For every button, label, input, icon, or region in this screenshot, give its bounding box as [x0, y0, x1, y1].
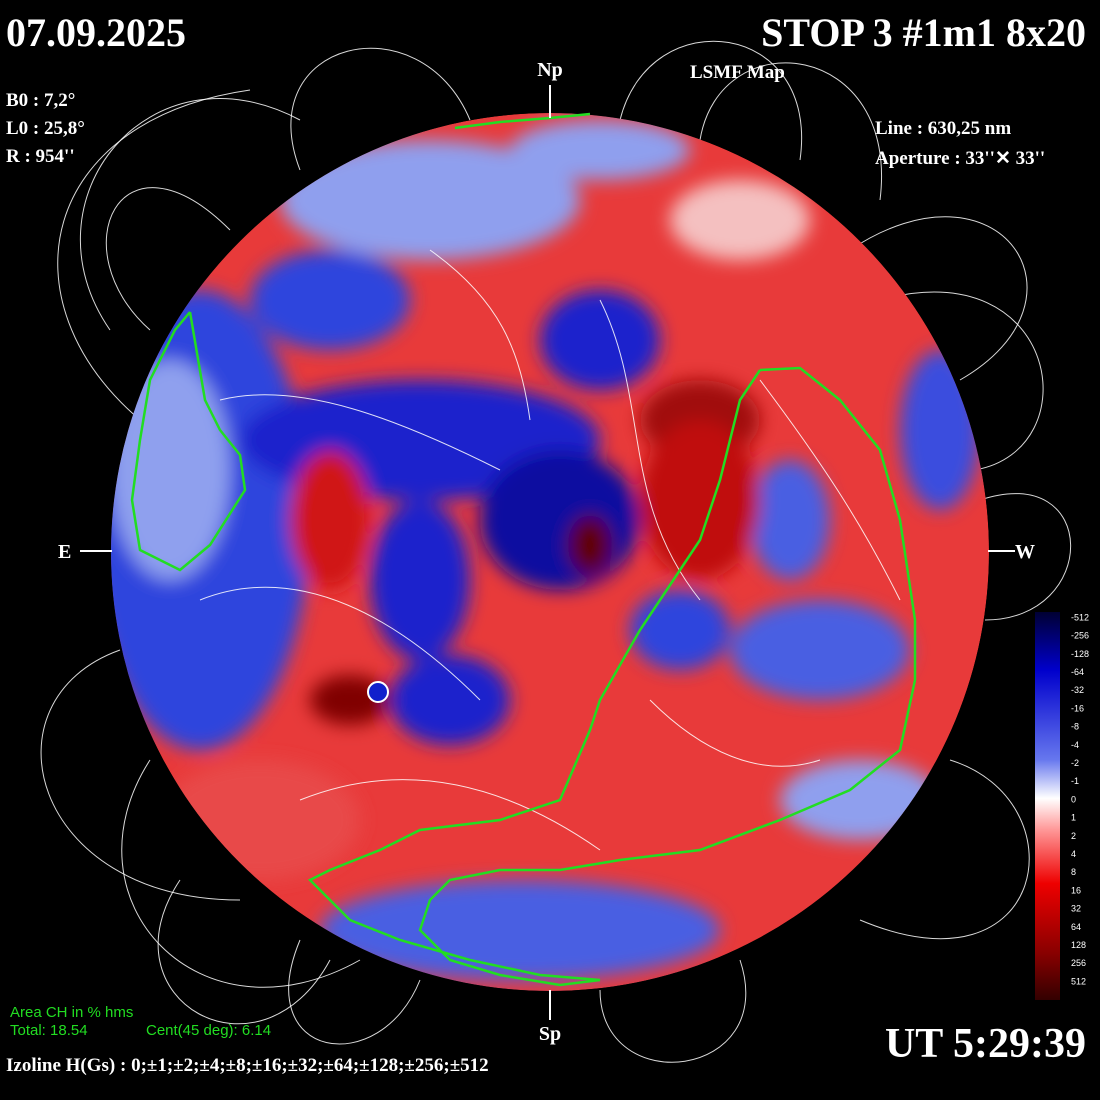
coronal-hole-contours [130, 112, 917, 987]
colorbar-tick-label: 4 [1071, 849, 1076, 859]
direction: Sp [539, 1023, 561, 1045]
area-total: Total: 18.54 [10, 1022, 88, 1039]
direction: W [1015, 541, 1035, 563]
colorbar-tick-label: -4 [1071, 740, 1079, 750]
subtitle: LSMF Map [690, 62, 785, 83]
colorbar-tick-label: -2 [1071, 758, 1079, 768]
colorbar-tick-label: -64 [1071, 667, 1084, 677]
colorbar-ticks: -512 -256 -128 -64 -32 -16 -8 -4 -2 -1 0 1 2 4 8 16 32 64… [1071, 612, 1089, 986]
colorbar-tick-label: 32 [1071, 904, 1081, 914]
colorbar-tick-label: 1 [1071, 813, 1076, 823]
colorbar [1035, 612, 1060, 1000]
param: R : 954'' [6, 146, 75, 167]
date: 07.09.2025 [6, 10, 186, 55]
colorbar-tick-label: 0 [1071, 794, 1076, 804]
colorbar-tick-label: -512 [1071, 612, 1089, 622]
param: B0 : 7,2° [6, 90, 75, 111]
colorbar-tick-label: -16 [1071, 703, 1084, 713]
colorbar-tick-label: 8 [1071, 867, 1076, 877]
colorbar-tick-label: 256 [1071, 958, 1086, 968]
colorbar-tick-label: 2 [1071, 831, 1076, 841]
area-title: Area CH in % hms [10, 1004, 133, 1021]
time: UT 5:29:39 [885, 1021, 1086, 1067]
param: Aperture : 33''✕ 33'' [875, 148, 1045, 169]
colorbar-tick-label: -1 [1071, 776, 1079, 786]
colorbar-tick-label: -32 [1071, 685, 1084, 695]
direction: E [58, 541, 71, 563]
colorbar-tick-label: -8 [1071, 722, 1079, 732]
colorbar-tick-label: 512 [1071, 976, 1086, 986]
title: STOP 3 #1m1 8x20 [761, 10, 1086, 55]
field-lines-outer [40, 40, 1072, 1063]
colorbar-tick-label: 64 [1071, 922, 1081, 932]
colorbar-tick-label: -256 [1071, 631, 1089, 641]
direction: Np [537, 59, 563, 81]
colorbar-tick-label: -128 [1071, 649, 1089, 659]
izoline: Izoline H(Gs) : 0;±1;±2;±4;±8;±16;±32;±6… [6, 1055, 489, 1076]
colorbar-tick-label: 16 [1071, 885, 1081, 895]
area-cent: Cent(45 deg): 6.14 [146, 1022, 271, 1039]
colorbar-tick-label: 128 [1071, 940, 1086, 950]
param: Line : 630,25 nm [875, 118, 1011, 139]
param: L0 : 25,8° [6, 118, 85, 139]
